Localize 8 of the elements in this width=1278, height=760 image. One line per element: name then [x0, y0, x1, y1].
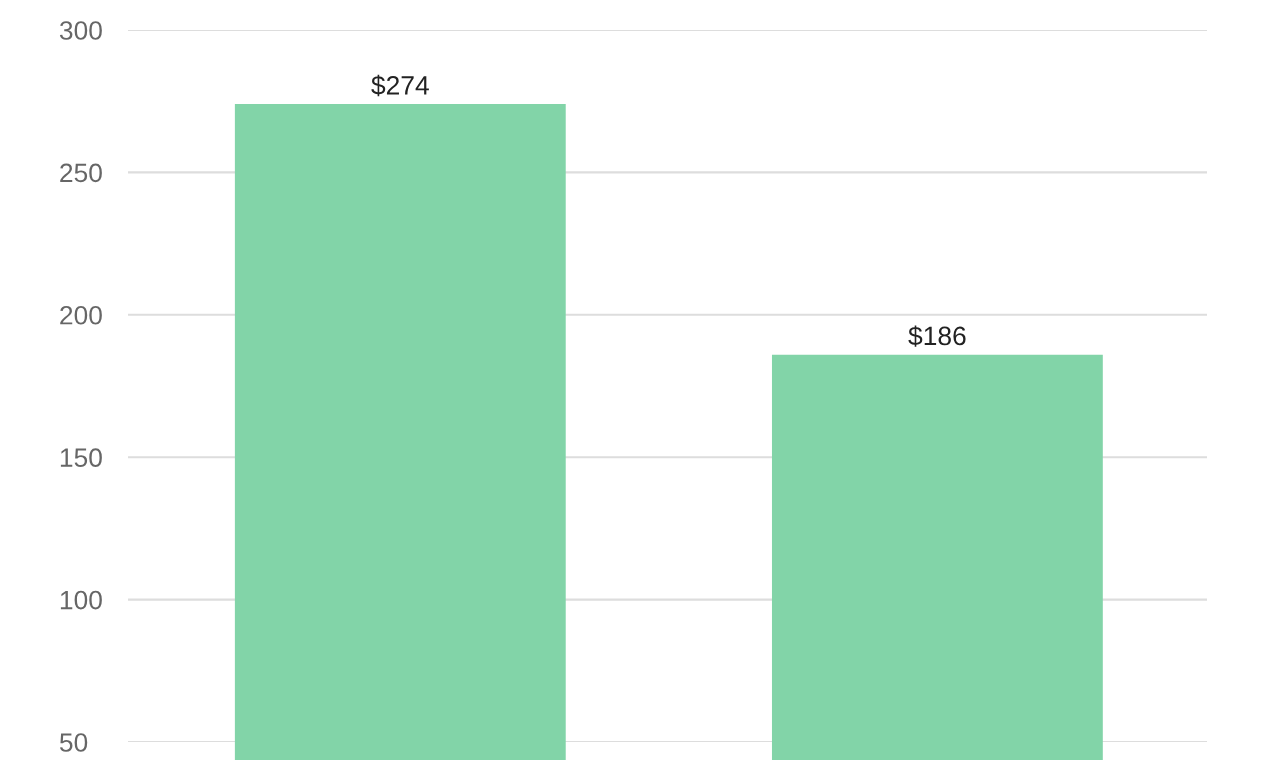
- data-label: $274: [371, 74, 429, 97]
- y-tick-label: 300: [59, 21, 102, 40]
- y-tick-label: 200: [60, 305, 102, 325]
- y-tick-label: 250: [60, 163, 102, 183]
- data-label: $186: [908, 325, 966, 347]
- y-tick-label: 50: [59, 733, 88, 752]
- y-tick-label: 150: [60, 448, 102, 468]
- y-tick-label: 100: [60, 590, 102, 610]
